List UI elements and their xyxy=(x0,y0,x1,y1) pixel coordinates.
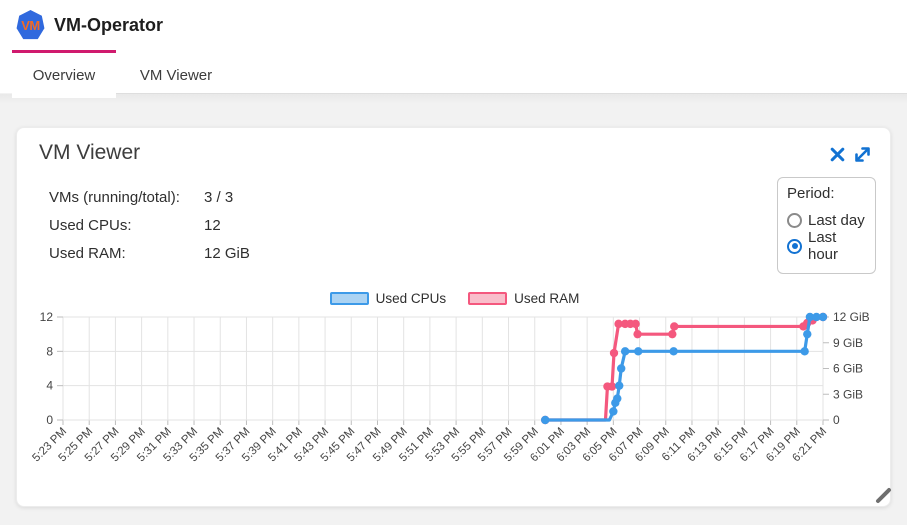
radio-last-hour[interactable]: Last hour xyxy=(787,229,866,263)
data-point xyxy=(634,347,643,356)
radio-last-day[interactable]: Last day xyxy=(787,207,866,233)
data-point xyxy=(631,319,640,329)
legend-item-used-ram[interactable]: Used RAM xyxy=(468,291,579,306)
data-point xyxy=(800,347,809,356)
brand: VM VM-Operator xyxy=(16,10,163,40)
legend-label: Used RAM xyxy=(514,291,580,306)
y-right-tick-label: 12 GiB xyxy=(833,310,870,324)
radio-last-hour-label: Last hour xyxy=(808,229,839,263)
y-right-tick-label: 6 GiB xyxy=(833,362,863,376)
tab-vm-viewer-label: VM Viewer xyxy=(139,67,213,84)
stat-label: Used CPUs: xyxy=(49,216,132,234)
data-point xyxy=(803,329,812,339)
data-point xyxy=(620,347,630,356)
stat-value: 12 GiB xyxy=(204,244,250,262)
data-point xyxy=(607,382,617,391)
y-left-tick-label: 12 xyxy=(40,310,54,324)
tab-vm-viewer[interactable]: VM Viewer xyxy=(116,53,236,98)
y-left-tick-label: 4 xyxy=(46,379,53,393)
close-icon[interactable] xyxy=(830,147,845,162)
legend-label: Used CPUs xyxy=(375,291,447,306)
legend-item-used-cpus[interactable]: Used CPUs xyxy=(329,291,447,306)
app-header: VM VM-Operator Overview VM Viewer xyxy=(0,0,907,98)
resize-handle-icon[interactable] xyxy=(870,484,896,510)
y-right-tick-label: 3 GiB xyxy=(833,387,863,401)
data-point xyxy=(633,329,642,339)
y-right-tick-label: 9 GiB xyxy=(833,336,863,350)
data-point xyxy=(615,381,624,390)
expand-icon[interactable] xyxy=(853,145,872,164)
usage-line-chart: 5:23 PM5:25 PM5:27 PM5:29 PM5:31 PM5:33 … xyxy=(30,310,870,464)
app-title: VM-Operator xyxy=(54,14,164,35)
stat-row-cpus: Used CPUs: 12 xyxy=(49,211,250,239)
data-point xyxy=(541,415,550,425)
tabbar-border xyxy=(116,93,907,94)
stat-row-ram: Used RAM: 12 GiB xyxy=(49,239,250,267)
data-point xyxy=(609,348,619,358)
logo-text: VM xyxy=(21,17,40,33)
stat-value: 12 xyxy=(204,216,221,234)
radio-button-icon[interactable] xyxy=(787,238,802,254)
chart-legend: Used CPUs Used RAM xyxy=(17,291,892,306)
y-right-tick-label: 0 xyxy=(833,413,840,427)
stat-label: VMs (running/total): xyxy=(49,188,180,206)
stat-label: Used RAM: xyxy=(49,244,126,262)
stat-value: 3 / 3 xyxy=(204,188,234,206)
stats-block: VMs (running/total): 3 / 3 Used CPUs: 12… xyxy=(49,183,250,267)
vm-operator-logo-icon: VM xyxy=(16,10,45,40)
data-point xyxy=(668,329,677,339)
radio-last-day-label: Last day xyxy=(808,211,865,229)
data-point xyxy=(613,394,622,403)
data-point xyxy=(805,312,815,322)
data-point xyxy=(818,312,828,322)
period-group: Period: Last day Last hour xyxy=(777,177,876,274)
data-point xyxy=(670,322,679,331)
data-point xyxy=(614,319,623,329)
data-point xyxy=(617,364,626,373)
radio-button-icon[interactable] xyxy=(787,212,802,228)
tab-overview-label: Overview xyxy=(32,67,96,84)
tab-overview[interactable]: Overview xyxy=(12,53,116,98)
legend-swatch-cpus xyxy=(329,292,369,305)
card-title: VM Viewer xyxy=(39,141,141,164)
y-left-tick-label: 8 xyxy=(46,344,53,358)
data-point xyxy=(669,347,678,356)
data-point xyxy=(812,312,821,322)
data-point xyxy=(609,407,618,416)
active-tab-indicator xyxy=(12,50,116,53)
period-label: Period: xyxy=(787,185,835,202)
legend-swatch-ram xyxy=(468,292,508,305)
stat-row-vms: VMs (running/total): 3 / 3 xyxy=(49,183,250,211)
y-left-tick-label: 0 xyxy=(46,413,53,427)
vm-viewer-card: VM Viewer VMs (running/total): 3 / 3 Use… xyxy=(16,127,891,507)
